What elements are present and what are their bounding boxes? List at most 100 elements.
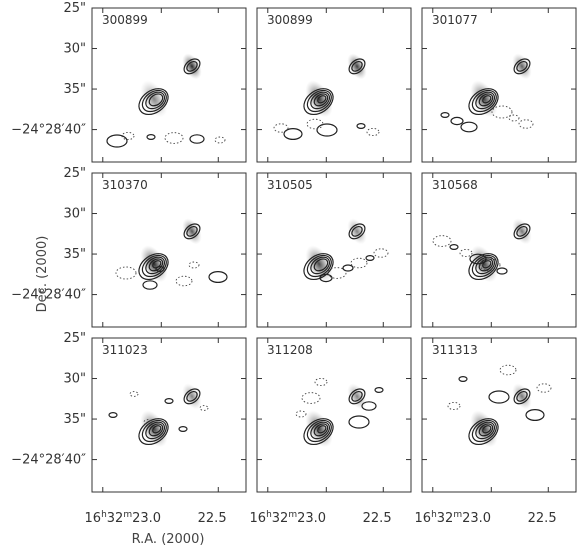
contour-solid: [186, 225, 198, 237]
contour-solid: [303, 88, 334, 116]
contour-noise: [115, 266, 137, 280]
panel-7: 311023: [91, 337, 247, 493]
contour-solid: [471, 419, 497, 443]
panel-grid: 300899 300899 301077 310370 310505 310568 3110…: [91, 7, 577, 493]
contour-noise: [342, 264, 354, 272]
second-source-image: [182, 218, 202, 245]
contour-solid: [471, 89, 497, 113]
contour-solid: [310, 91, 331, 110]
contour-noise: [496, 267, 508, 275]
contour-noise: [178, 425, 188, 432]
contour-noise: [306, 118, 324, 130]
contour-solid: [138, 418, 169, 446]
panel-frame: [421, 7, 577, 163]
second-source-image: [512, 218, 532, 245]
contour-solid: [148, 93, 164, 107]
contour-solid: [516, 390, 528, 402]
panel-frame: [91, 337, 247, 493]
contour-solid: [317, 95, 327, 104]
panel-frame: [421, 337, 577, 493]
contour-noise: [356, 122, 366, 129]
panel-3: 301077: [421, 7, 577, 163]
contour-noise: [479, 258, 501, 272]
panel-frame: [91, 7, 247, 163]
x-axis: 16h32m23.0 22.5 16h32m23.0 22.5 16h32m23.0 22…: [85, 510, 557, 526]
contour-solid: [513, 58, 531, 75]
contour-solid: [141, 89, 167, 113]
second-source-image: [182, 383, 202, 410]
contour-solid: [183, 388, 201, 405]
contour-solid: [145, 421, 166, 440]
panel-frame: [256, 172, 412, 328]
contour-noise: [316, 123, 338, 137]
contour-solid: [348, 58, 366, 75]
contour-noise: [350, 257, 368, 269]
contour-solid: [148, 423, 164, 437]
contour-noise: [366, 127, 380, 137]
y-tick-label: 35": [63, 82, 86, 97]
panel-1: 300899: [91, 7, 247, 163]
panel-label: 300899: [267, 13, 313, 27]
contour-noise: [365, 254, 375, 261]
x-tick-label: 16h32m23.0: [85, 510, 162, 526]
panel-6: 310568: [421, 172, 577, 328]
y-ref-label: −24°28′40″: [11, 453, 86, 468]
contour-solid: [471, 254, 497, 278]
contour-solid: [145, 91, 166, 110]
contour-solid: [303, 418, 334, 446]
contour-solid: [310, 421, 331, 440]
contour-solid: [482, 95, 492, 104]
contour-solid: [313, 423, 329, 437]
second-source-image: [347, 383, 367, 410]
y-tick-label: 30": [63, 207, 86, 222]
contour-solid: [478, 258, 494, 272]
contour-noise: [373, 248, 389, 258]
contour-noise: [459, 248, 473, 258]
x-tick-label: 22.5: [528, 511, 557, 526]
contour-solid: [468, 88, 499, 116]
second-source-image: [182, 53, 202, 80]
x-tick-label: 22.5: [363, 511, 392, 526]
contour-noise: [518, 119, 534, 129]
x-tick-label: 22.5: [198, 511, 227, 526]
second-source-image: [512, 383, 532, 410]
contour-noise: [374, 386, 384, 393]
contour-solid: [468, 418, 499, 446]
contour-noise: [432, 235, 452, 247]
contour-noise: [164, 132, 184, 144]
contour-noise: [327, 267, 347, 279]
contour-solid: [348, 223, 366, 240]
contour-noise: [460, 121, 478, 133]
contour-solid: [306, 89, 332, 113]
panel-8: 311208: [256, 337, 412, 493]
contour-solid: [152, 425, 162, 434]
panel-label: 311023: [102, 343, 148, 357]
y-tick-label: 30": [63, 42, 86, 57]
contour-solid: [306, 419, 332, 443]
contour-solid: [516, 60, 528, 72]
contour-noise: [499, 364, 517, 376]
y-tick-label: 25": [63, 1, 86, 16]
contour-solid: [478, 93, 494, 107]
contour-noise: [283, 127, 303, 140]
contour-solid: [183, 223, 201, 240]
contour-solid: [313, 93, 329, 107]
contour-noise: [155, 265, 165, 272]
contour-noise: [273, 123, 289, 133]
second-source-image: [347, 53, 367, 80]
panel-label: 310370: [102, 178, 148, 192]
y-tick-label: 35": [63, 412, 86, 427]
panel-5: 310505: [256, 172, 412, 328]
contour-solid: [513, 388, 531, 405]
contour-solid: [148, 258, 164, 272]
x-tick-label: 16h32m23.0: [250, 510, 327, 526]
contour-noise: [108, 411, 118, 418]
contour-solid: [313, 258, 329, 272]
contour-noise: [175, 275, 193, 287]
contour-solid: [310, 256, 331, 275]
x-axis-title: R.A. (2000): [132, 532, 205, 547]
contour-solid: [303, 253, 334, 281]
contour-noise: [129, 391, 139, 397]
contour-solid: [141, 419, 167, 443]
contour-noise: [214, 136, 226, 144]
